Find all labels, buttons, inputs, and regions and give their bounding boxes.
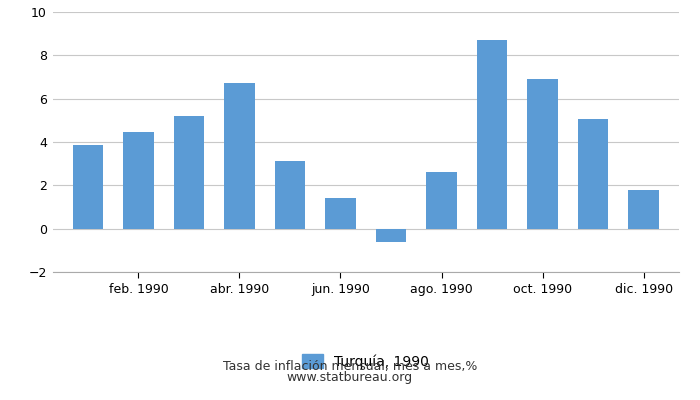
Text: www.statbureau.org: www.statbureau.org (287, 371, 413, 384)
Bar (527, 79, 558, 229)
Bar (224, 83, 255, 229)
Bar (123, 132, 153, 229)
Bar (275, 161, 305, 229)
Bar (326, 198, 356, 229)
Bar (477, 40, 508, 229)
Bar (629, 190, 659, 229)
Bar (376, 229, 406, 242)
Bar (174, 116, 204, 229)
Bar (73, 145, 103, 229)
Legend: Turquía, 1990: Turquía, 1990 (297, 348, 435, 374)
Bar (426, 172, 456, 229)
Text: Tasa de inflación mensual, mes a mes,%: Tasa de inflación mensual, mes a mes,% (223, 360, 477, 373)
Bar (578, 119, 608, 229)
